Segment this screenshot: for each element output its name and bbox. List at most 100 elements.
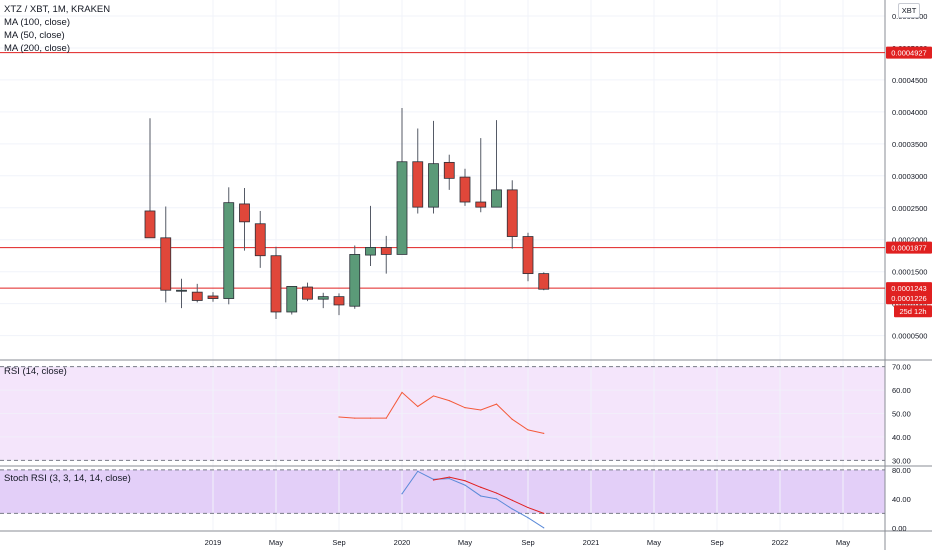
- candle[interactable]: [270, 246, 282, 320]
- candle[interactable]: [491, 120, 502, 208]
- candle[interactable]: [365, 205, 376, 266]
- candle-body: [144, 210, 156, 239]
- y-tick-label: 0.0002500: [892, 204, 927, 213]
- candle[interactable]: [223, 187, 235, 305]
- candle[interactable]: [302, 282, 313, 302]
- candle-body: [239, 203, 250, 223]
- candle[interactable]: [254, 210, 266, 268]
- candle[interactable]: [286, 285, 298, 315]
- candle-body: [254, 223, 266, 257]
- candle-body: [160, 237, 172, 291]
- candle[interactable]: [522, 232, 534, 282]
- candle-body: [176, 289, 187, 292]
- x-tick-label: May: [836, 538, 850, 547]
- candle[interactable]: [191, 283, 203, 303]
- price-line-label: 0.0004927: [891, 49, 926, 58]
- candle-body: [191, 291, 203, 301]
- candle[interactable]: [475, 138, 487, 213]
- price-line-label: 0.0001243: [891, 284, 926, 293]
- symbol-title[interactable]: XTZ / XBT, 1M, KRAKEN: [4, 4, 111, 15]
- stoch-rsi-point: [495, 498, 498, 500]
- candle-body: [349, 254, 361, 307]
- x-tick-label: 2021: [583, 538, 600, 547]
- stoch-rsi-band: [0, 469, 885, 514]
- rsi-point: [480, 409, 482, 411]
- candle[interactable]: [396, 108, 408, 255]
- stoch-rsi-legend[interactable]: Stoch RSI (3, 3, 14, 14, close): [4, 473, 131, 484]
- candle[interactable]: [349, 245, 361, 309]
- price-line-label-box: [886, 241, 932, 254]
- stoch-rsi-point: [448, 476, 450, 478]
- y-tick-label: 0.0003500: [892, 140, 927, 149]
- stoch-rsi-point: [511, 508, 513, 510]
- countdown-label-box: [894, 305, 932, 318]
- candle[interactable]: [459, 168, 471, 206]
- candle[interactable]: [380, 235, 392, 274]
- rsi-tick-label: 50.00: [892, 410, 911, 419]
- price-line-label-box: [886, 282, 932, 295]
- rsi-point: [527, 429, 529, 431]
- stoch-rsi-line: [433, 476, 544, 514]
- candle-body: [333, 296, 345, 306]
- stoch-rsi-tick-label: 40.00: [892, 495, 911, 504]
- candle-body: [491, 189, 502, 208]
- stoch-rsi-point: [448, 477, 450, 480]
- rsi-point: [511, 418, 513, 420]
- stoch-rsi-point: [543, 512, 545, 514]
- x-tick-label: May: [458, 538, 472, 547]
- stoch-rsi-point: [543, 527, 545, 529]
- candle[interactable]: [428, 120, 439, 214]
- candle-body: [522, 236, 534, 275]
- candle-body: [396, 161, 408, 255]
- rsi-tick-label: 60.00: [892, 386, 911, 395]
- candle-body: [380, 247, 392, 255]
- ma-200-legend[interactable]: MA (200, close): [4, 43, 70, 54]
- candle[interactable]: [317, 292, 329, 309]
- candle[interactable]: [207, 292, 219, 302]
- rsi-point: [354, 417, 356, 419]
- stoch-rsi-point: [480, 486, 482, 488]
- candle[interactable]: [443, 154, 455, 190]
- candle[interactable]: [160, 206, 172, 303]
- stoch-rsi-tick-label: 80.00: [892, 466, 911, 475]
- rsi-point: [448, 400, 450, 402]
- rsi-line: [338, 391, 544, 434]
- rsi-point: [338, 416, 340, 418]
- price-line-label-box: [886, 46, 932, 59]
- candle[interactable]: [239, 187, 250, 251]
- x-tick-label: 2020: [394, 538, 411, 547]
- candle-body: [302, 286, 313, 300]
- x-tick-label: 2022: [772, 538, 789, 547]
- candle[interactable]: [412, 128, 424, 214]
- stoch-rsi-line: [401, 470, 545, 529]
- rsi-legend[interactable]: RSI (14, close): [4, 366, 67, 377]
- candle-body: [317, 296, 329, 300]
- rsi-tick-label: 70.00: [892, 363, 911, 372]
- candle[interactable]: [538, 272, 550, 291]
- rsi-point: [417, 405, 419, 408]
- candle-body: [443, 161, 455, 179]
- candle[interactable]: [144, 118, 156, 239]
- stoch-rsi-point: [464, 484, 466, 486]
- stoch-rsi-point: [480, 495, 482, 497]
- stoch-rsi-point: [417, 470, 419, 472]
- stoch-rsi-point: [511, 499, 513, 501]
- x-tick-label: Sep: [521, 538, 534, 547]
- stoch-rsi-point: [401, 493, 403, 495]
- candle-body: [459, 176, 471, 203]
- rsi-point: [464, 407, 466, 409]
- x-tick-label: Sep: [710, 538, 723, 547]
- rsi-point: [385, 417, 387, 419]
- y-tick-label: 0.0000500: [892, 332, 927, 341]
- candle[interactable]: [333, 293, 345, 316]
- ma-50-legend[interactable]: MA (50, close): [4, 30, 65, 41]
- rsi-point: [432, 395, 435, 397]
- candle[interactable]: [506, 180, 518, 249]
- candle[interactable]: [176, 278, 187, 309]
- x-tick-label: May: [647, 538, 661, 547]
- stoch-rsi-point: [527, 517, 529, 519]
- ma-100-legend[interactable]: MA (100, close): [4, 17, 70, 28]
- x-tick-label: 2019: [205, 538, 222, 547]
- currency-button[interactable]: XBT: [898, 3, 920, 18]
